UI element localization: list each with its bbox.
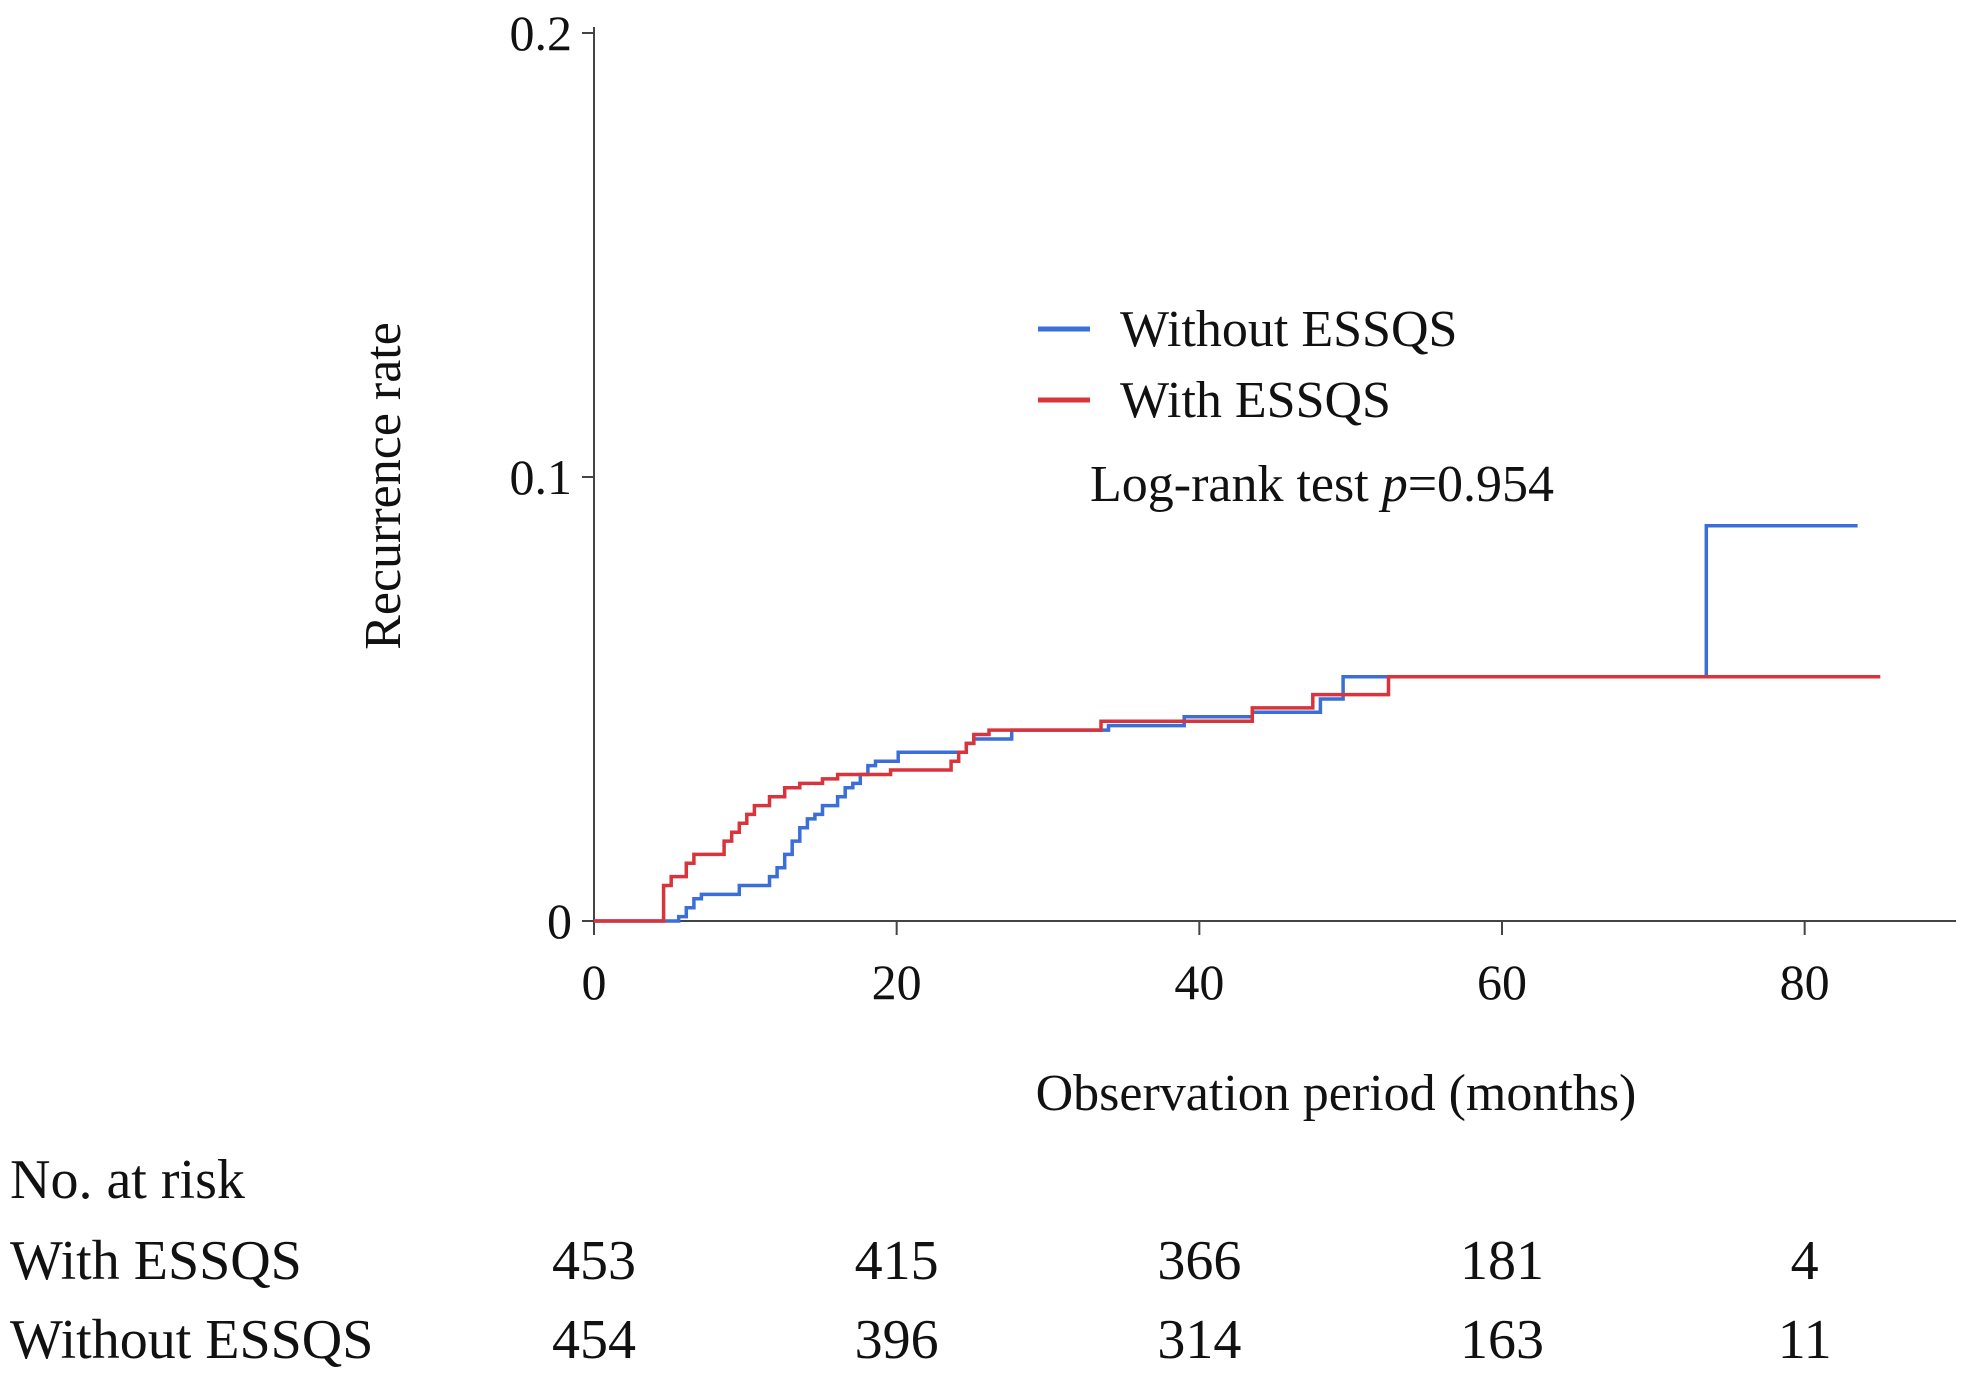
risk-row-label: Without ESSQS	[10, 1309, 374, 1371]
risk-count: 11	[1777, 1309, 1832, 1371]
legend: Without ESSQS With ESSQS	[1038, 301, 1457, 429]
x-axis-title: Observation period (months)	[1036, 1065, 1637, 1122]
axes: 0 20 40 60 80 0 0.1 0.2	[510, 5, 1956, 1010]
risk-count: 4	[1790, 1230, 1819, 1292]
y-tick-label: 0.2	[510, 5, 573, 61]
x-tick-label: 20	[872, 954, 922, 1010]
risk-count: 396	[854, 1309, 939, 1371]
series-line-with-essqs	[594, 675, 1881, 923]
x-tick-label: 0	[582, 954, 607, 1010]
y-tick-label: 0	[547, 893, 572, 949]
y-tick-label: 0.1	[510, 449, 573, 505]
risk-count: 314	[1157, 1309, 1242, 1371]
risk-row-label: With ESSQS	[10, 1230, 302, 1292]
series-line-without-essqs	[594, 524, 1858, 923]
logrank-annotation: Log-rank test p=0.954	[1090, 456, 1554, 513]
risk-count: 366	[1157, 1230, 1242, 1292]
x-tick-label: 80	[1780, 954, 1830, 1010]
x-tick-label: 60	[1477, 954, 1527, 1010]
legend-label: Without ESSQS	[1120, 301, 1457, 358]
risk-count: 453	[552, 1230, 636, 1292]
risk-table-title: No. at risk	[10, 1149, 245, 1211]
y-axis-title: Recurrence rate	[355, 322, 412, 650]
legend-label: With ESSQS	[1120, 372, 1391, 429]
x-tick-label: 40	[1174, 954, 1224, 1010]
risk-count: 454	[552, 1309, 636, 1371]
risk-count: 181	[1460, 1230, 1544, 1292]
risk-count: 415	[854, 1230, 939, 1292]
risk-count: 163	[1460, 1309, 1544, 1371]
series-layer	[594, 524, 1881, 923]
